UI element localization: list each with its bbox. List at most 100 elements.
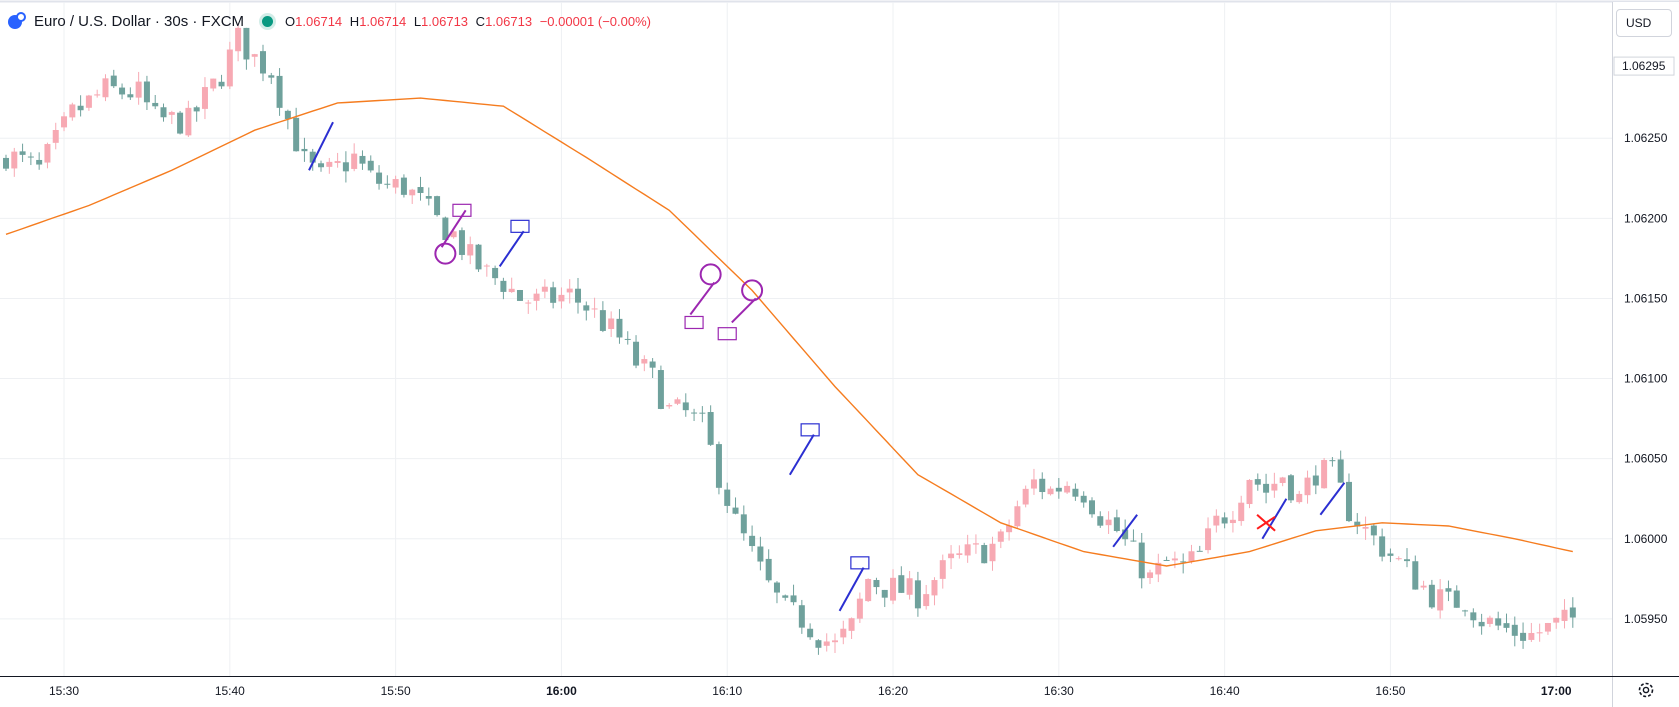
change-value: −0.00001 (−0.00%): [539, 13, 651, 29]
low-key: L: [413, 13, 422, 29]
candle-down: [1312, 475, 1319, 486]
annotation-circle[interactable]: [434, 242, 457, 265]
candle-up: [1022, 488, 1029, 505]
candle-down: [633, 341, 640, 366]
candle-down: [359, 155, 366, 164]
currency-selector[interactable]: USD: [1616, 9, 1672, 37]
candle-up: [210, 78, 217, 89]
candle-down: [1569, 607, 1576, 618]
candle-down: [881, 589, 888, 598]
candle-down: [715, 444, 722, 488]
time-tick-label: 15:50: [381, 684, 411, 698]
candle-up: [566, 288, 573, 293]
candle-down: [740, 514, 747, 534]
time-tick-label: 16:50: [1375, 684, 1405, 698]
candle-down: [807, 628, 814, 638]
annotation-slash[interactable]: [498, 230, 525, 267]
candle-down: [475, 244, 482, 270]
candle-down: [898, 575, 905, 593]
candle-up: [483, 265, 490, 267]
candle-up: [409, 189, 416, 196]
annotation-box[interactable]: [510, 219, 530, 233]
candle-up: [890, 577, 897, 601]
candle-up: [558, 294, 565, 302]
candle-down: [682, 402, 689, 411]
candle-down: [1055, 487, 1062, 492]
annotation-slash[interactable]: [731, 297, 757, 324]
annotation-box[interactable]: [800, 423, 820, 437]
open-value: 1.06714: [295, 13, 343, 29]
symbol-title[interactable]: Euro / U.S. Dollar · 30s · FXCM: [34, 12, 245, 30]
annotation-slash[interactable]: [440, 209, 467, 248]
annotation-slash[interactable]: [1112, 514, 1138, 548]
candle-up: [823, 641, 830, 646]
candle-down: [110, 75, 117, 87]
candle-down: [193, 107, 200, 112]
annotation-slash[interactable]: [838, 567, 865, 612]
candle-down: [342, 162, 349, 172]
candle-down: [1470, 612, 1477, 621]
candle-up: [608, 318, 615, 330]
annotation-circle[interactable]: [699, 263, 722, 286]
candle-up: [1213, 515, 1220, 526]
annotation-slash[interactable]: [689, 281, 716, 316]
annotation-slash[interactable]: [788, 434, 815, 476]
market-open-status-icon: [262, 15, 274, 27]
annotation-box[interactable]: [850, 556, 870, 570]
time-tick-label: 16:00: [546, 684, 577, 698]
annotation-box[interactable]: [684, 315, 704, 330]
annotation-cross[interactable]: [1256, 515, 1276, 530]
candle-up: [44, 144, 51, 163]
candle-up: [1188, 551, 1195, 562]
candle-up: [972, 543, 979, 545]
candle-down: [301, 148, 308, 152]
candle-down: [384, 183, 391, 185]
candle-up: [939, 560, 946, 579]
candle-down: [19, 151, 26, 155]
open-key: O: [285, 13, 296, 29]
candle-down: [143, 81, 150, 103]
candle-up: [840, 628, 847, 638]
candle-down: [425, 196, 432, 199]
annotation-slash[interactable]: [1319, 482, 1346, 516]
candle-up: [11, 151, 18, 169]
candle-up: [1279, 477, 1286, 483]
annotation-circle[interactable]: [741, 279, 764, 302]
candle-up: [1205, 528, 1212, 551]
time-tick-label: 16:40: [1210, 684, 1240, 698]
candle-up: [1047, 488, 1054, 495]
annotation-slash[interactable]: [308, 121, 334, 171]
annotation-slash[interactable]: [1261, 498, 1288, 540]
candle-down: [1428, 584, 1435, 608]
candle-down: [873, 580, 880, 588]
candle-down: [732, 507, 739, 514]
candle-up: [450, 231, 457, 238]
candle-down: [442, 217, 449, 241]
time-tick-label: 16:20: [878, 684, 908, 698]
candle-down: [815, 640, 822, 648]
candle-down: [724, 489, 731, 506]
gear-icon[interactable]: [1636, 680, 1656, 700]
candle-down: [691, 412, 698, 414]
candle-down: [127, 94, 134, 98]
candle-down: [624, 338, 631, 340]
candle-up: [1437, 589, 1444, 611]
price-tick-label: 1.06200: [1624, 211, 1668, 225]
time-tick-label: 15:30: [49, 684, 79, 698]
candle-up: [641, 359, 648, 364]
candle-down: [177, 112, 184, 134]
candle-down: [707, 412, 714, 445]
candle-up: [135, 81, 142, 98]
candle-down: [500, 280, 507, 292]
candle-down: [1370, 525, 1377, 536]
price-tick-label: 1.06000: [1624, 532, 1668, 546]
annotation-box[interactable]: [717, 327, 737, 341]
close-key: C: [475, 13, 486, 29]
candle-up: [1030, 479, 1037, 489]
candle-down: [657, 370, 664, 409]
candle-down: [1387, 553, 1394, 556]
candle-down: [1163, 559, 1170, 561]
candle-down: [417, 187, 424, 193]
candle-up: [226, 49, 233, 87]
